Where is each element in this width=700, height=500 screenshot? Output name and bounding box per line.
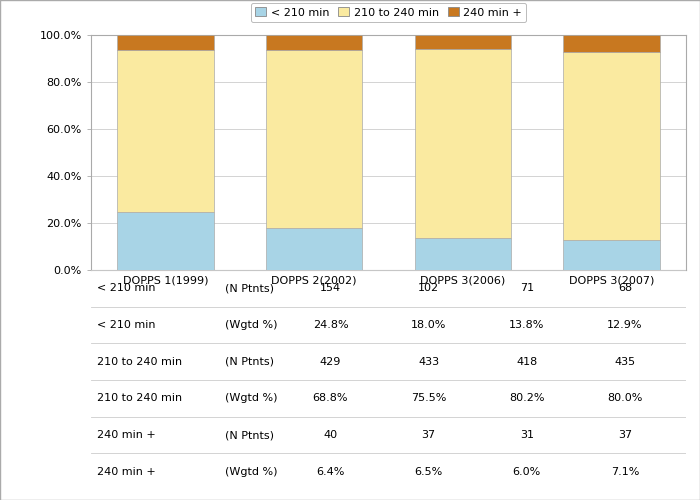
Text: 71: 71 (520, 284, 534, 294)
Text: 18.0%: 18.0% (411, 320, 447, 330)
Text: 240 min +: 240 min + (97, 466, 155, 476)
Text: 24.8%: 24.8% (313, 320, 349, 330)
Text: (Wgtd %): (Wgtd %) (225, 466, 277, 476)
Text: (Wgtd %): (Wgtd %) (225, 320, 277, 330)
Text: 6.4%: 6.4% (316, 466, 344, 476)
Text: 68.8%: 68.8% (313, 394, 348, 404)
Text: 210 to 240 min: 210 to 240 min (97, 394, 182, 404)
Text: 31: 31 (520, 430, 534, 440)
Text: 429: 429 (320, 356, 341, 366)
Text: 75.5%: 75.5% (411, 394, 447, 404)
Bar (564, 52, 660, 240)
Bar (117, 212, 214, 270)
Text: 435: 435 (615, 356, 636, 366)
Text: 433: 433 (418, 356, 439, 366)
Bar (117, 50, 214, 212)
Text: 40: 40 (323, 430, 337, 440)
Text: 6.0%: 6.0% (512, 466, 541, 476)
Text: 13.8%: 13.8% (509, 320, 545, 330)
Bar (414, 35, 511, 49)
Bar (266, 50, 363, 228)
Text: 210 to 240 min: 210 to 240 min (97, 356, 182, 366)
Text: (N Ptnts): (N Ptnts) (225, 356, 274, 366)
Text: 102: 102 (418, 284, 439, 294)
Text: 12.9%: 12.9% (608, 320, 643, 330)
Text: 154: 154 (320, 284, 341, 294)
Text: 80.2%: 80.2% (509, 394, 545, 404)
Bar (266, 228, 363, 270)
Text: 68: 68 (618, 284, 632, 294)
Bar (414, 238, 511, 270)
Bar (564, 35, 660, 51)
Text: 7.1%: 7.1% (611, 466, 639, 476)
Text: (N Ptnts): (N Ptnts) (225, 430, 274, 440)
Text: 80.0%: 80.0% (608, 394, 643, 404)
Text: 6.5%: 6.5% (414, 466, 443, 476)
Text: 37: 37 (421, 430, 435, 440)
Bar (266, 35, 363, 50)
Bar (117, 35, 214, 50)
Text: 240 min +: 240 min + (97, 430, 155, 440)
Legend: < 210 min, 210 to 240 min, 240 min +: < 210 min, 210 to 240 min, 240 min + (251, 3, 526, 22)
Text: (N Ptnts): (N Ptnts) (225, 284, 274, 294)
Bar (564, 240, 660, 270)
Bar (414, 49, 511, 238)
Text: 418: 418 (516, 356, 538, 366)
Text: 37: 37 (618, 430, 632, 440)
Text: (Wgtd %): (Wgtd %) (225, 394, 277, 404)
Text: < 210 min: < 210 min (97, 320, 155, 330)
Text: < 210 min: < 210 min (97, 284, 155, 294)
